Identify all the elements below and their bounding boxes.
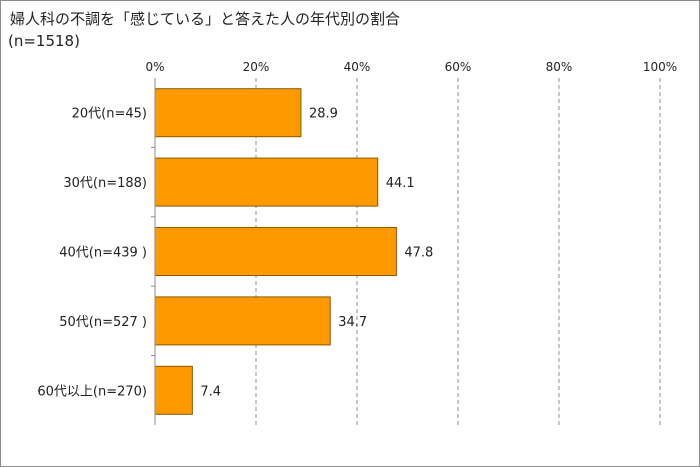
x-tick-label: 80%	[546, 60, 573, 74]
bars	[154, 88, 397, 415]
bar	[154, 88, 302, 138]
value-label: 7.4	[200, 384, 221, 399]
x-tick-label: 100%	[643, 60, 677, 74]
value-labels: 28.9 44.1 47.8 34.7 7.4	[200, 107, 433, 400]
bar	[154, 227, 397, 276]
chart-subtitle: (n=1518)	[8, 32, 80, 50]
category-label: 30代(n=188)	[63, 176, 147, 191]
x-tick-label: 20%	[243, 60, 270, 74]
category-labels: 20代(n=45) 30代(n=188) 40代(n=439 ) 50代(n=527 …	[37, 107, 155, 399]
category-label: 50代(n=527 )	[59, 315, 147, 330]
x-tick-label: 0%	[145, 60, 164, 74]
bar	[154, 296, 331, 346]
value-label: 44.1	[386, 176, 415, 191]
bar	[154, 157, 379, 207]
value-label: 47.8	[404, 246, 433, 261]
value-label: 28.9	[309, 107, 338, 122]
x-axis-ticks: 0% 20% 40% 60% 80% 100%	[145, 60, 677, 74]
bar	[154, 365, 193, 415]
category-label: 40代(n=439 )	[59, 246, 147, 261]
category-label: 20代(n=45)	[72, 107, 147, 122]
x-tick-label: 40%	[344, 60, 371, 74]
value-label: 34.7	[338, 315, 367, 330]
category-label: 60代以上(n=270)	[37, 384, 147, 399]
chart-title: 婦人科の不調を「感じている」と答えた人の年代別の割合	[10, 10, 401, 28]
x-tick-label: 60%	[445, 60, 472, 74]
